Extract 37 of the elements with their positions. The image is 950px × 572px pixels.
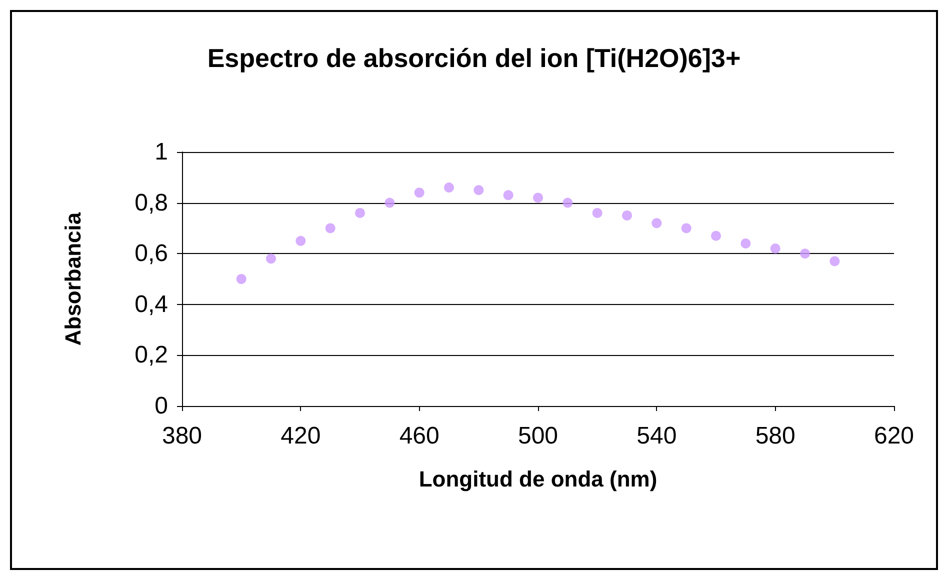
point <box>681 223 692 234</box>
point <box>474 185 484 196</box>
y-tick-label: 0,4 <box>134 290 168 318</box>
point <box>711 230 721 241</box>
point <box>414 188 424 198</box>
x-tick-label: 420 <box>280 422 321 450</box>
point <box>740 238 751 248</box>
point <box>830 256 840 266</box>
point <box>444 182 454 193</box>
x-axis-title: Longitud de onda (nm) <box>418 466 658 492</box>
point <box>296 236 306 246</box>
point <box>266 254 276 264</box>
point <box>562 198 573 208</box>
point <box>325 223 336 234</box>
y-tick-label: 1 <box>154 138 168 166</box>
point <box>800 248 810 259</box>
x-tick-label: 500 <box>518 422 558 450</box>
y-tick-label: 0,8 <box>134 189 168 216</box>
x-tick-label: 460 <box>399 422 440 450</box>
point <box>533 192 543 203</box>
y-axis-title: Absorbancia <box>60 212 86 346</box>
x-tick-label: 540 <box>636 422 677 450</box>
y-tick-label: 0,6 <box>134 240 168 268</box>
point <box>355 208 365 218</box>
chart-title: Espectro de absorción del ion [Ti(H2O)6]3+ <box>207 43 741 73</box>
point <box>503 190 514 200</box>
y-tick-label: 0,2 <box>134 342 168 369</box>
y-tick-label: 0 <box>154 392 168 420</box>
point <box>652 218 662 228</box>
point <box>592 208 602 218</box>
x-tick-label: 380 <box>162 422 202 450</box>
point <box>622 210 632 220</box>
x-tick-label: 620 <box>874 422 914 450</box>
point <box>384 198 395 208</box>
point <box>770 244 780 254</box>
x-tick-label: 580 <box>755 422 796 450</box>
point <box>236 274 246 284</box>
